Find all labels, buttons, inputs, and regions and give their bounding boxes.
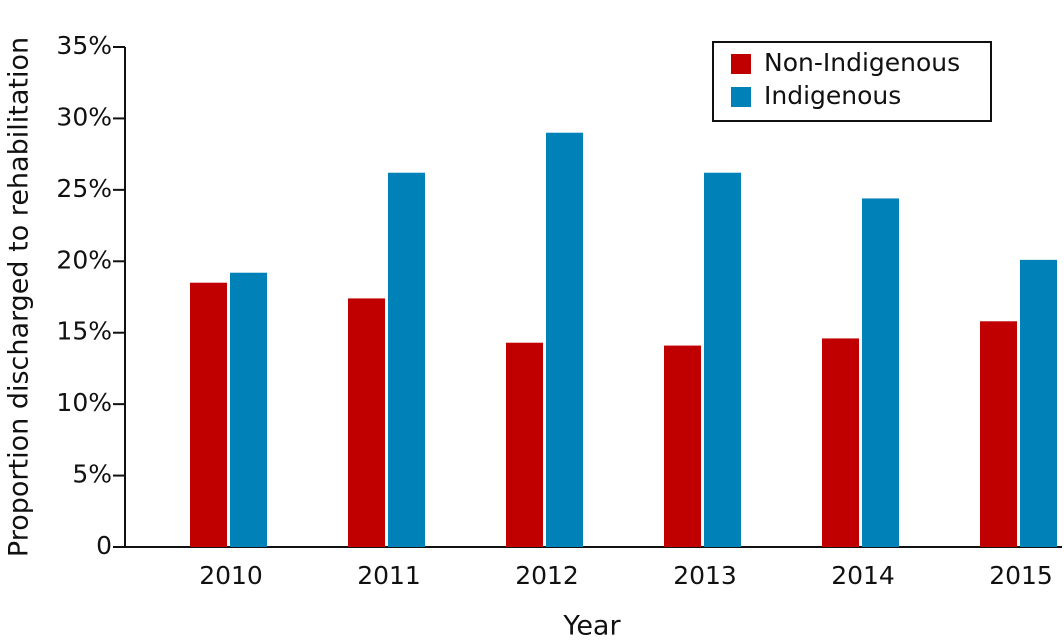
x-tick-label: 2011 — [357, 561, 421, 590]
x-tick-label: 2014 — [831, 561, 895, 590]
bar — [1020, 259, 1057, 547]
x-tick-label: 2013 — [673, 561, 737, 590]
legend-box — [712, 41, 992, 122]
bar — [862, 198, 899, 547]
x-tick-label: 2012 — [515, 561, 579, 590]
legend-label: Non-Indigenous — [764, 48, 960, 77]
x-axis-title: Year — [562, 611, 621, 640]
bar — [980, 321, 1017, 547]
legend-swatch — [731, 54, 751, 74]
bar — [822, 338, 859, 547]
y-tick-label: 0 — [96, 531, 112, 560]
bar — [388, 172, 425, 547]
bar — [506, 342, 543, 547]
x-tick-label: 2015 — [989, 561, 1053, 590]
bar — [230, 272, 267, 547]
y-tick-label: 25% — [56, 174, 112, 203]
y-tick-label: 15% — [56, 317, 112, 346]
x-tick-label: 2010 — [199, 561, 263, 590]
y-tick-label: 20% — [56, 245, 112, 274]
legend-label: Indigenous — [764, 81, 901, 110]
y-axis-title: Proportion discharged to rehabilitation — [4, 37, 35, 557]
bar — [348, 298, 385, 547]
y-tick-label: 35% — [56, 31, 112, 60]
legend-swatch — [731, 87, 751, 107]
y-tick-label: 30% — [56, 102, 112, 131]
bar — [546, 132, 583, 547]
bar — [190, 282, 227, 547]
bar — [704, 172, 741, 547]
y-tick-label: 10% — [56, 388, 112, 417]
y-tick-label: 5% — [72, 460, 112, 489]
bar — [664, 345, 701, 547]
